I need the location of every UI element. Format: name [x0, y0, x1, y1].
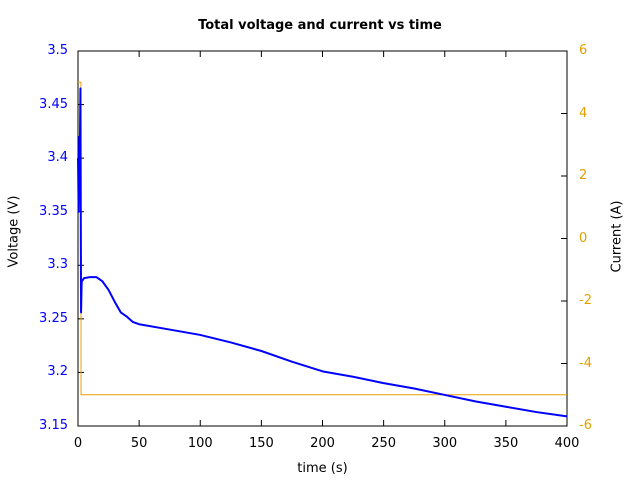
- right-y-tick-label: 6: [579, 43, 588, 58]
- current-series-line: [78, 81, 567, 396]
- right-y-tick-label: -4: [579, 355, 592, 371]
- left-y-tick-label: 3.25: [39, 310, 68, 326]
- x-tick-label: 0: [73, 436, 83, 451]
- left-y-tick-label: 3.2: [47, 364, 68, 380]
- x-tick-label: 300: [432, 436, 458, 451]
- right-y-tick-label: -2: [579, 293, 592, 308]
- x-tick-label: 350: [493, 436, 519, 451]
- x-tick-label: 150: [248, 436, 274, 451]
- left-y-tick-label: 3.4: [47, 150, 68, 166]
- left-y-tick-label: 3.45: [39, 96, 68, 112]
- x-tick-label: 200: [310, 436, 335, 451]
- left-y-tick-label: 3.3: [47, 257, 68, 273]
- right-y-tick-label: 2: [579, 168, 588, 183]
- x-tick-label: 400: [554, 436, 580, 451]
- x-axis-label: time (s): [297, 461, 348, 476]
- right-y-tick-label: 0: [579, 230, 588, 246]
- axes-frame: [77, 50, 568, 427]
- right-y-tick-label: 4: [579, 105, 588, 121]
- x-tick-label: 100: [187, 436, 213, 451]
- left-y-tick-label: 3.35: [39, 203, 68, 219]
- x-tick-label: 250: [371, 436, 397, 451]
- right-y-tick-label: -6: [579, 418, 592, 433]
- chart-title: Total voltage and current vs time: [198, 18, 442, 33]
- right-y-axis-label: Current (A): [609, 200, 625, 273]
- left-y-tick-label: 3.15: [39, 418, 68, 433]
- x-tick-label: 50: [130, 436, 148, 451]
- voltage-series-line: [77, 87, 568, 418]
- left-y-tick-label: 3.5: [47, 43, 68, 58]
- left-y-axis-label: Voltage (V): [6, 195, 22, 268]
